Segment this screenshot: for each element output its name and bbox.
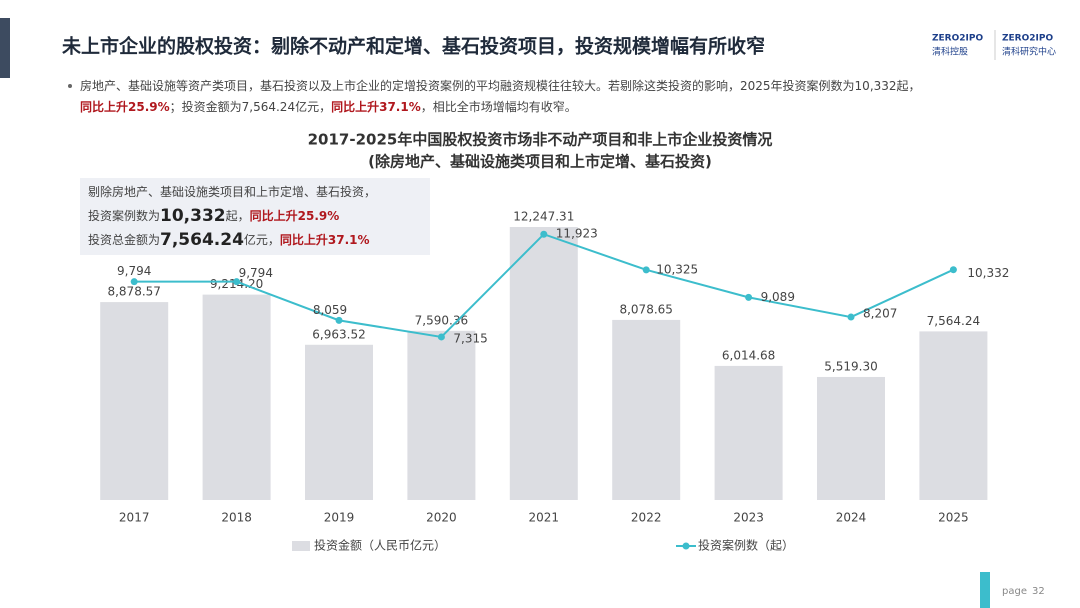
line-value-label: 11,923 [556, 227, 598, 241]
annotation-normal: 投资总金额为 [88, 232, 160, 247]
line-point [437, 333, 445, 341]
bar-value-label: 6,014.68 [722, 348, 775, 362]
bar-value-label: 7,564.24 [927, 314, 980, 328]
annotation-red: 同比上升37.1% [280, 232, 370, 247]
annotation: 剔除房地产、基础设施类项目和上市定增、基石投资，投资案例数为10,332起，同比… [88, 184, 376, 251]
annotation-normal: 亿元， [244, 232, 280, 247]
emphasis: 同比上升37.1% [331, 99, 421, 114]
x-tick-label: 2021 [529, 511, 560, 525]
annotation-box [80, 178, 430, 255]
logos: ZERO2IPO 清科控股 ZERO2IPO 清科研究中心 [932, 30, 1056, 60]
text-segment: ，相比全市场增幅均有收窄。 [421, 99, 577, 114]
page-number: 32 [1032, 586, 1045, 597]
bar [612, 319, 681, 500]
annotation-normal: 投资案例数为 [88, 208, 160, 223]
line-point [949, 266, 957, 274]
line-value-label: 8,059 [313, 303, 347, 317]
bar-value-label: 8,078.65 [619, 302, 672, 316]
line-point [540, 230, 548, 238]
slide-title: 未上市企业的股权投资：剔除不动产和定增、基石投资项目，投资规模增幅有所收窄 [61, 35, 765, 58]
bar [509, 227, 578, 500]
line-value-label: 8,207 [863, 307, 897, 321]
footer-accent [980, 572, 990, 608]
line-point [847, 313, 855, 321]
bullet-line: 同比上升25.9%；投资金额为7,564.24亿元，同比上升37.1%，相比全市… [80, 99, 577, 114]
line-point [745, 293, 753, 301]
x-tick-label: 2020 [426, 511, 457, 525]
bullet-line: 房地产、基础设施等资产类项目，基石投资以及上市企业的定增投资案例的平均融资规模往… [80, 78, 921, 93]
annotation-big: 10,332 [160, 206, 226, 226]
logo-name: 清科控股 [932, 46, 968, 58]
line-value-label: 9,794 [117, 264, 151, 278]
bullet-dot [68, 84, 72, 88]
bar [817, 376, 885, 500]
bar-value-label: 8,878.57 [107, 285, 160, 299]
legend-swatch [682, 542, 690, 550]
logo-name: 清科研究中心 [1002, 46, 1056, 58]
plot: 2017 2018 2019 2020 2021 2022 2023 2024 2025 8,87… [100, 210, 1009, 553]
text-segment: 房地产、基础设施等资产类项目，基石投资以及上市企业的定增投资案例的平均融资规模往… [80, 78, 921, 93]
x-tick-label: 2023 [733, 511, 764, 525]
annotation-big: 7,564.24 [160, 230, 244, 250]
emphasis: 同比上升25.9% [80, 99, 170, 114]
chart-subtitle: (除房地产、基础设施类项目和上市定增、基石投资) [368, 153, 712, 171]
annotation-red: 同比上升25.9% [250, 208, 340, 223]
bar-value-label: 7,590.36 [415, 313, 468, 327]
annotation-normal: 起， [226, 209, 250, 223]
bar [407, 330, 476, 500]
x-tick-label: 2022 [631, 511, 662, 525]
x-tick-label: 2024 [836, 511, 867, 525]
bar [919, 331, 988, 500]
x-tick-label: 2025 [938, 511, 969, 525]
page-label: page [1002, 586, 1027, 597]
annotation-line: 剔除房地产、基础设施类项目和上市定增、基石投资， [88, 184, 376, 199]
x-tick-label: 2017 [119, 511, 150, 525]
bar-value-label: 12,247.31 [513, 210, 574, 224]
annotation-normal: 剔除房地产、基础设施类项目和上市定增、基石投资， [88, 184, 376, 199]
chart-title: 2017-2025年中国股权投资市场非不动产项目和非上市企业投资情况 [308, 131, 773, 149]
annotation-line: 投资案例数为10,332起，同比上升25.9% [88, 206, 339, 226]
text-segment: ；投资金额为7,564.24亿元， [170, 99, 331, 114]
line-point [130, 278, 138, 286]
logo-brand: ZERO2IPO [1002, 34, 1053, 44]
line-point [233, 278, 241, 286]
bar-value-label: 5,519.30 [824, 359, 877, 373]
line-value-label: 9,794 [239, 266, 273, 280]
bar-value-label: 6,963.52 [312, 327, 365, 341]
legend-label: 投资金额（人民币亿元） [314, 538, 446, 553]
annotation-line: 投资总金额为7,564.24亿元，同比上升37.1% [88, 230, 370, 250]
bar [100, 302, 169, 500]
line-value-label: 10,325 [656, 262, 698, 276]
x-tick-label: 2019 [324, 511, 355, 525]
line-point [335, 316, 343, 324]
logo-brand: ZERO2IPO [932, 34, 983, 44]
line-value-label: 10,332 [967, 266, 1009, 280]
accent-bar [0, 18, 10, 78]
legend-swatch [292, 541, 310, 551]
line-point [642, 266, 650, 274]
line-value-label: 9,089 [761, 290, 795, 304]
bullet-text: 房地产、基础设施等资产类项目，基石投资以及上市企业的定增投资案例的平均融资规模往… [80, 78, 921, 114]
legend-label: 投资案例数（起） [698, 538, 794, 553]
bar [202, 294, 271, 500]
bar [305, 344, 373, 500]
x-tick-label: 2018 [221, 511, 252, 525]
line-value-label: 7,315 [453, 331, 487, 345]
bar [714, 365, 783, 500]
